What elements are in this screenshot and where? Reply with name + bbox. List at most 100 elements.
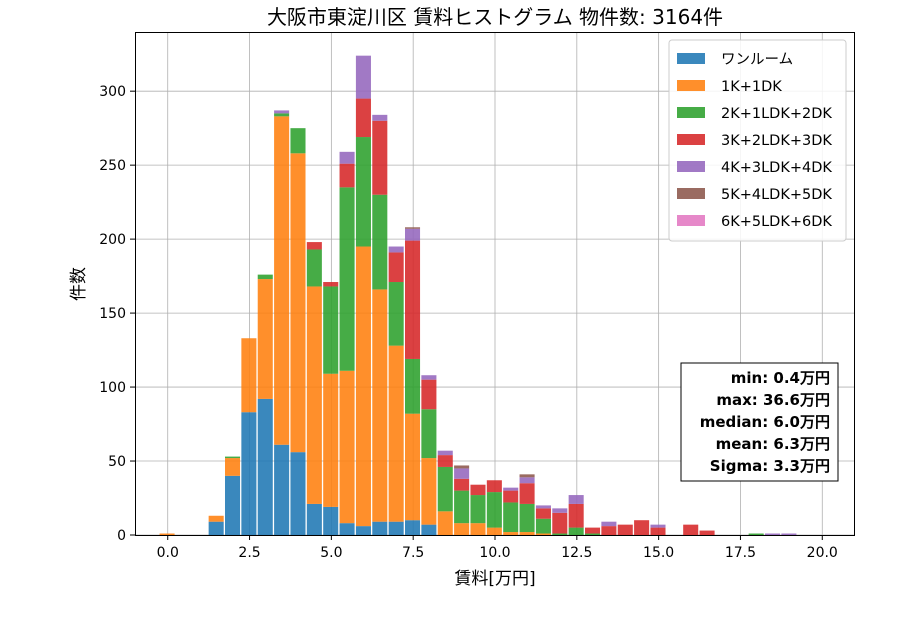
bar-segment <box>748 533 764 535</box>
bar-segment <box>454 523 470 535</box>
bar-segment <box>601 521 617 527</box>
stats-line: mean: 6.3万円 <box>716 435 830 453</box>
bar-segment <box>519 532 535 535</box>
bar-segment <box>274 116 290 445</box>
bar-segment <box>535 518 551 534</box>
y-tick-label: 300 <box>99 84 126 100</box>
bar-segment <box>274 444 290 535</box>
bar-segment <box>208 521 224 535</box>
bar-segment <box>503 490 519 503</box>
legend-label: 5K+4LDK+5DK <box>721 187 832 203</box>
x-tick-label: 12.5 <box>561 545 592 561</box>
legend-swatch <box>677 134 705 145</box>
bar-segment <box>372 194 388 290</box>
bar-segment <box>355 526 371 535</box>
bar-segment <box>339 523 355 535</box>
bar-segment <box>535 533 551 535</box>
bar-segment <box>454 465 470 469</box>
y-tick-label: 100 <box>99 380 126 396</box>
bar-segment <box>781 533 797 535</box>
x-axis-label: 賃料[万円] <box>454 569 535 589</box>
stats-frame <box>680 362 839 482</box>
legend: ワンルーム 1K+1DK 2K+1LDK+2DK 3K+2LDK+3DK 4K+3LDK… <box>668 39 847 242</box>
bar-segment <box>257 279 273 399</box>
bar-segment <box>388 282 404 346</box>
legend-label: ワンルーム <box>721 52 793 68</box>
y-tick-label: 50 <box>108 454 126 470</box>
bar-segment <box>323 286 339 374</box>
bar-segment <box>372 521 388 535</box>
bar-segment <box>323 373 339 507</box>
bar-segment <box>454 468 470 479</box>
bar-segment <box>535 505 551 509</box>
legend-swatch <box>677 80 705 91</box>
bar-segment <box>486 492 502 528</box>
bar-segment <box>552 533 568 535</box>
y-tick-label: 150 <box>99 306 126 322</box>
bar-segment <box>388 521 404 535</box>
bar-segment <box>437 455 453 467</box>
bar-segment <box>421 524 437 535</box>
bar-segment <box>405 358 421 414</box>
bar-segment <box>470 484 486 496</box>
bar-segment <box>339 370 355 524</box>
bar-segment <box>519 503 535 533</box>
bar-segment <box>437 450 453 456</box>
bar-segment <box>617 524 633 535</box>
bar-segment <box>634 520 650 535</box>
bar-segment <box>372 114 388 121</box>
bar-segment <box>683 524 699 535</box>
stats-line: median: 6.0万円 <box>700 413 830 431</box>
bar-segment <box>388 252 404 283</box>
bar-segment <box>535 508 551 519</box>
bar-segment <box>585 527 601 534</box>
x-tick-label: 2.5 <box>238 545 260 561</box>
bar-segment <box>601 526 617 535</box>
bar-segment <box>503 532 519 535</box>
legend-label: 4K+3LDK+4DK <box>721 160 832 176</box>
bar-segment <box>274 113 290 117</box>
bar-segment <box>470 523 486 535</box>
bar-segment <box>421 379 437 410</box>
bar-segment <box>388 345 404 522</box>
bar-segment <box>568 527 584 535</box>
bar-segment <box>454 490 470 524</box>
stats-line: min: 0.4万円 <box>731 369 830 387</box>
legend-label: 1K+1DK <box>721 79 782 95</box>
bar-segment <box>306 249 322 287</box>
legend-label: 6K+5LDK+6DK <box>721 214 832 230</box>
bar-segment <box>225 456 241 459</box>
bar-segment <box>290 452 306 535</box>
bar-segment <box>290 153 306 453</box>
bar-segment <box>339 163 355 188</box>
bar-segment <box>208 515 224 522</box>
bar-segment <box>372 120 388 195</box>
y-tick-label: 250 <box>99 158 126 174</box>
x-tick-label: 10.0 <box>479 545 510 561</box>
legend-label: 2K+1LDK+2DK <box>721 106 832 122</box>
legend-swatch <box>677 107 705 118</box>
x-tick-label: 17.5 <box>725 545 756 561</box>
y-tick-label: 200 <box>99 232 126 248</box>
bar-segment <box>568 495 584 504</box>
bar-segment <box>486 480 502 493</box>
bar-segment <box>552 512 568 534</box>
stats-box: min: 0.4万円 max: 36.6万円 median: 6.0万円 mean: … <box>680 362 839 482</box>
x-tick-label: 20.0 <box>807 545 838 561</box>
bar-segment <box>552 508 568 513</box>
bar-segment <box>388 246 404 253</box>
bar-segment <box>503 487 519 491</box>
bar-segment <box>274 110 290 114</box>
bar-segment <box>339 187 355 371</box>
legend-frame <box>668 39 847 242</box>
stats-line: Sigma: 3.3万円 <box>710 457 830 475</box>
legend-swatch <box>677 215 705 226</box>
bar-segment <box>650 524 666 528</box>
bar-segment <box>421 458 437 525</box>
bar-segment <box>519 474 535 478</box>
legend-swatch <box>677 188 705 199</box>
bar-segment <box>225 458 241 476</box>
bar-segment <box>568 503 584 528</box>
chart-title: 大阪市東淀川区 賃料ヒストグラム 物件数: 3164件 <box>267 5 723 29</box>
bar-segment <box>355 137 371 247</box>
